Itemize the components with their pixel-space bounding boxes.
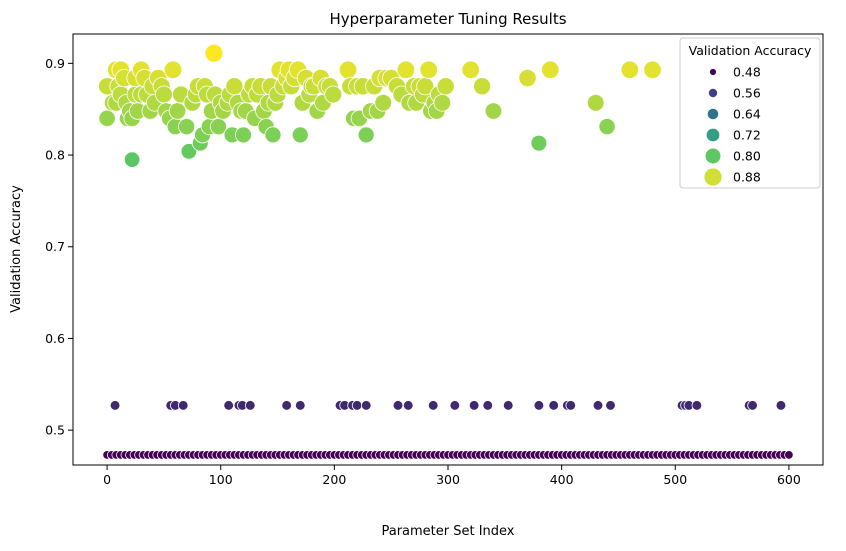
- data-point: [449, 400, 461, 411]
- data-point: [324, 85, 343, 104]
- data-point: [548, 400, 559, 411]
- legend-label: 0.48: [733, 65, 761, 80]
- x-tick-label: 600: [777, 472, 801, 487]
- legend-marker: [708, 88, 719, 99]
- y-axis-ticks: 0.5 0.6 0.7 0.8 0.9: [45, 56, 73, 438]
- data-point: [502, 400, 514, 411]
- data-point: [605, 400, 616, 411]
- data-point: [374, 93, 393, 112]
- legend-title: Validation Accuracy: [689, 43, 812, 58]
- legend: Validation Accuracy 0.48 0.56 0.64 0.72 0.80…: [679, 37, 821, 189]
- data-point: [541, 60, 560, 79]
- legend-marker: [706, 107, 720, 121]
- legend-entries: 0.48 0.56 0.64 0.72 0.80 0.88: [703, 65, 761, 187]
- data-point: [747, 400, 758, 411]
- data-point: [598, 118, 616, 136]
- data-point: [482, 400, 494, 411]
- data-point: [402, 400, 414, 411]
- data-point: [109, 400, 121, 411]
- legend-label: 0.64: [733, 107, 761, 122]
- y-tick-label: 0.7: [45, 239, 65, 254]
- data-point: [264, 126, 282, 144]
- x-tick-label: 400: [550, 472, 574, 487]
- data-point: [357, 126, 375, 144]
- data-point: [281, 400, 292, 411]
- data-point: [294, 400, 306, 411]
- data-point: [168, 102, 187, 120]
- data-point: [620, 60, 640, 79]
- legend-label: 0.88: [733, 170, 761, 185]
- data-point: [468, 400, 480, 411]
- data-point: [586, 93, 605, 112]
- data-point: [123, 151, 141, 168]
- legend-marker: [709, 68, 717, 76]
- y-tick-label: 0.6: [45, 331, 65, 346]
- data-point: [565, 400, 577, 411]
- x-tick-label: 300: [436, 472, 460, 487]
- y-tick-label: 0.8: [45, 148, 65, 163]
- data-point: [209, 118, 227, 136]
- data-point: [396, 60, 416, 79]
- data-point: [419, 60, 438, 79]
- data-point: [643, 60, 662, 79]
- data-point: [775, 400, 787, 411]
- x-tick-label: 100: [209, 472, 233, 487]
- y-tick-label: 0.5: [45, 423, 65, 438]
- data-point: [180, 143, 198, 160]
- data-point: [351, 400, 363, 411]
- data-point: [98, 109, 116, 128]
- chart-title: Hyperparameter Tuning Results: [329, 10, 566, 28]
- data-point: [691, 400, 703, 411]
- data-point: [163, 60, 183, 79]
- data-point: [530, 134, 548, 152]
- legend-label: 0.56: [733, 86, 761, 101]
- data-point: [178, 118, 196, 136]
- x-tick-label: 500: [663, 472, 687, 487]
- data-point: [360, 400, 372, 411]
- x-tick-label: 200: [322, 472, 346, 487]
- data-point: [392, 400, 404, 411]
- x-tick-label: 0: [103, 472, 111, 487]
- data-point: [592, 400, 604, 411]
- data-point: [473, 77, 492, 96]
- data-point: [225, 77, 244, 96]
- x-axis-ticks: 0 100 200 300 400 500 600: [103, 465, 801, 487]
- data-point: [154, 85, 173, 104]
- data-points: [98, 43, 794, 460]
- data-point: [235, 126, 252, 144]
- legend-marker: [703, 167, 723, 187]
- legend-label: 0.80: [733, 149, 761, 164]
- data-point: [223, 400, 234, 411]
- data-point: [177, 400, 189, 411]
- data-point: [461, 60, 480, 79]
- data-point: [338, 60, 358, 79]
- legend-label: 0.72: [733, 128, 761, 143]
- data-point: [427, 400, 439, 411]
- data-point: [204, 43, 224, 63]
- legend-marker: [704, 147, 722, 165]
- y-axis-label: Validation Accuracy: [9, 185, 24, 313]
- data-point: [533, 400, 545, 411]
- y-tick-label: 0.9: [45, 56, 65, 71]
- data-point: [291, 126, 309, 144]
- data-point: [484, 102, 503, 120]
- legend-marker: [705, 127, 721, 143]
- data-point: [784, 450, 794, 460]
- x-axis-label: Parameter Set Index: [381, 524, 514, 539]
- data-point: [518, 68, 537, 88]
- data-point: [433, 93, 452, 112]
- data-point: [244, 400, 256, 411]
- data-point: [436, 77, 455, 96]
